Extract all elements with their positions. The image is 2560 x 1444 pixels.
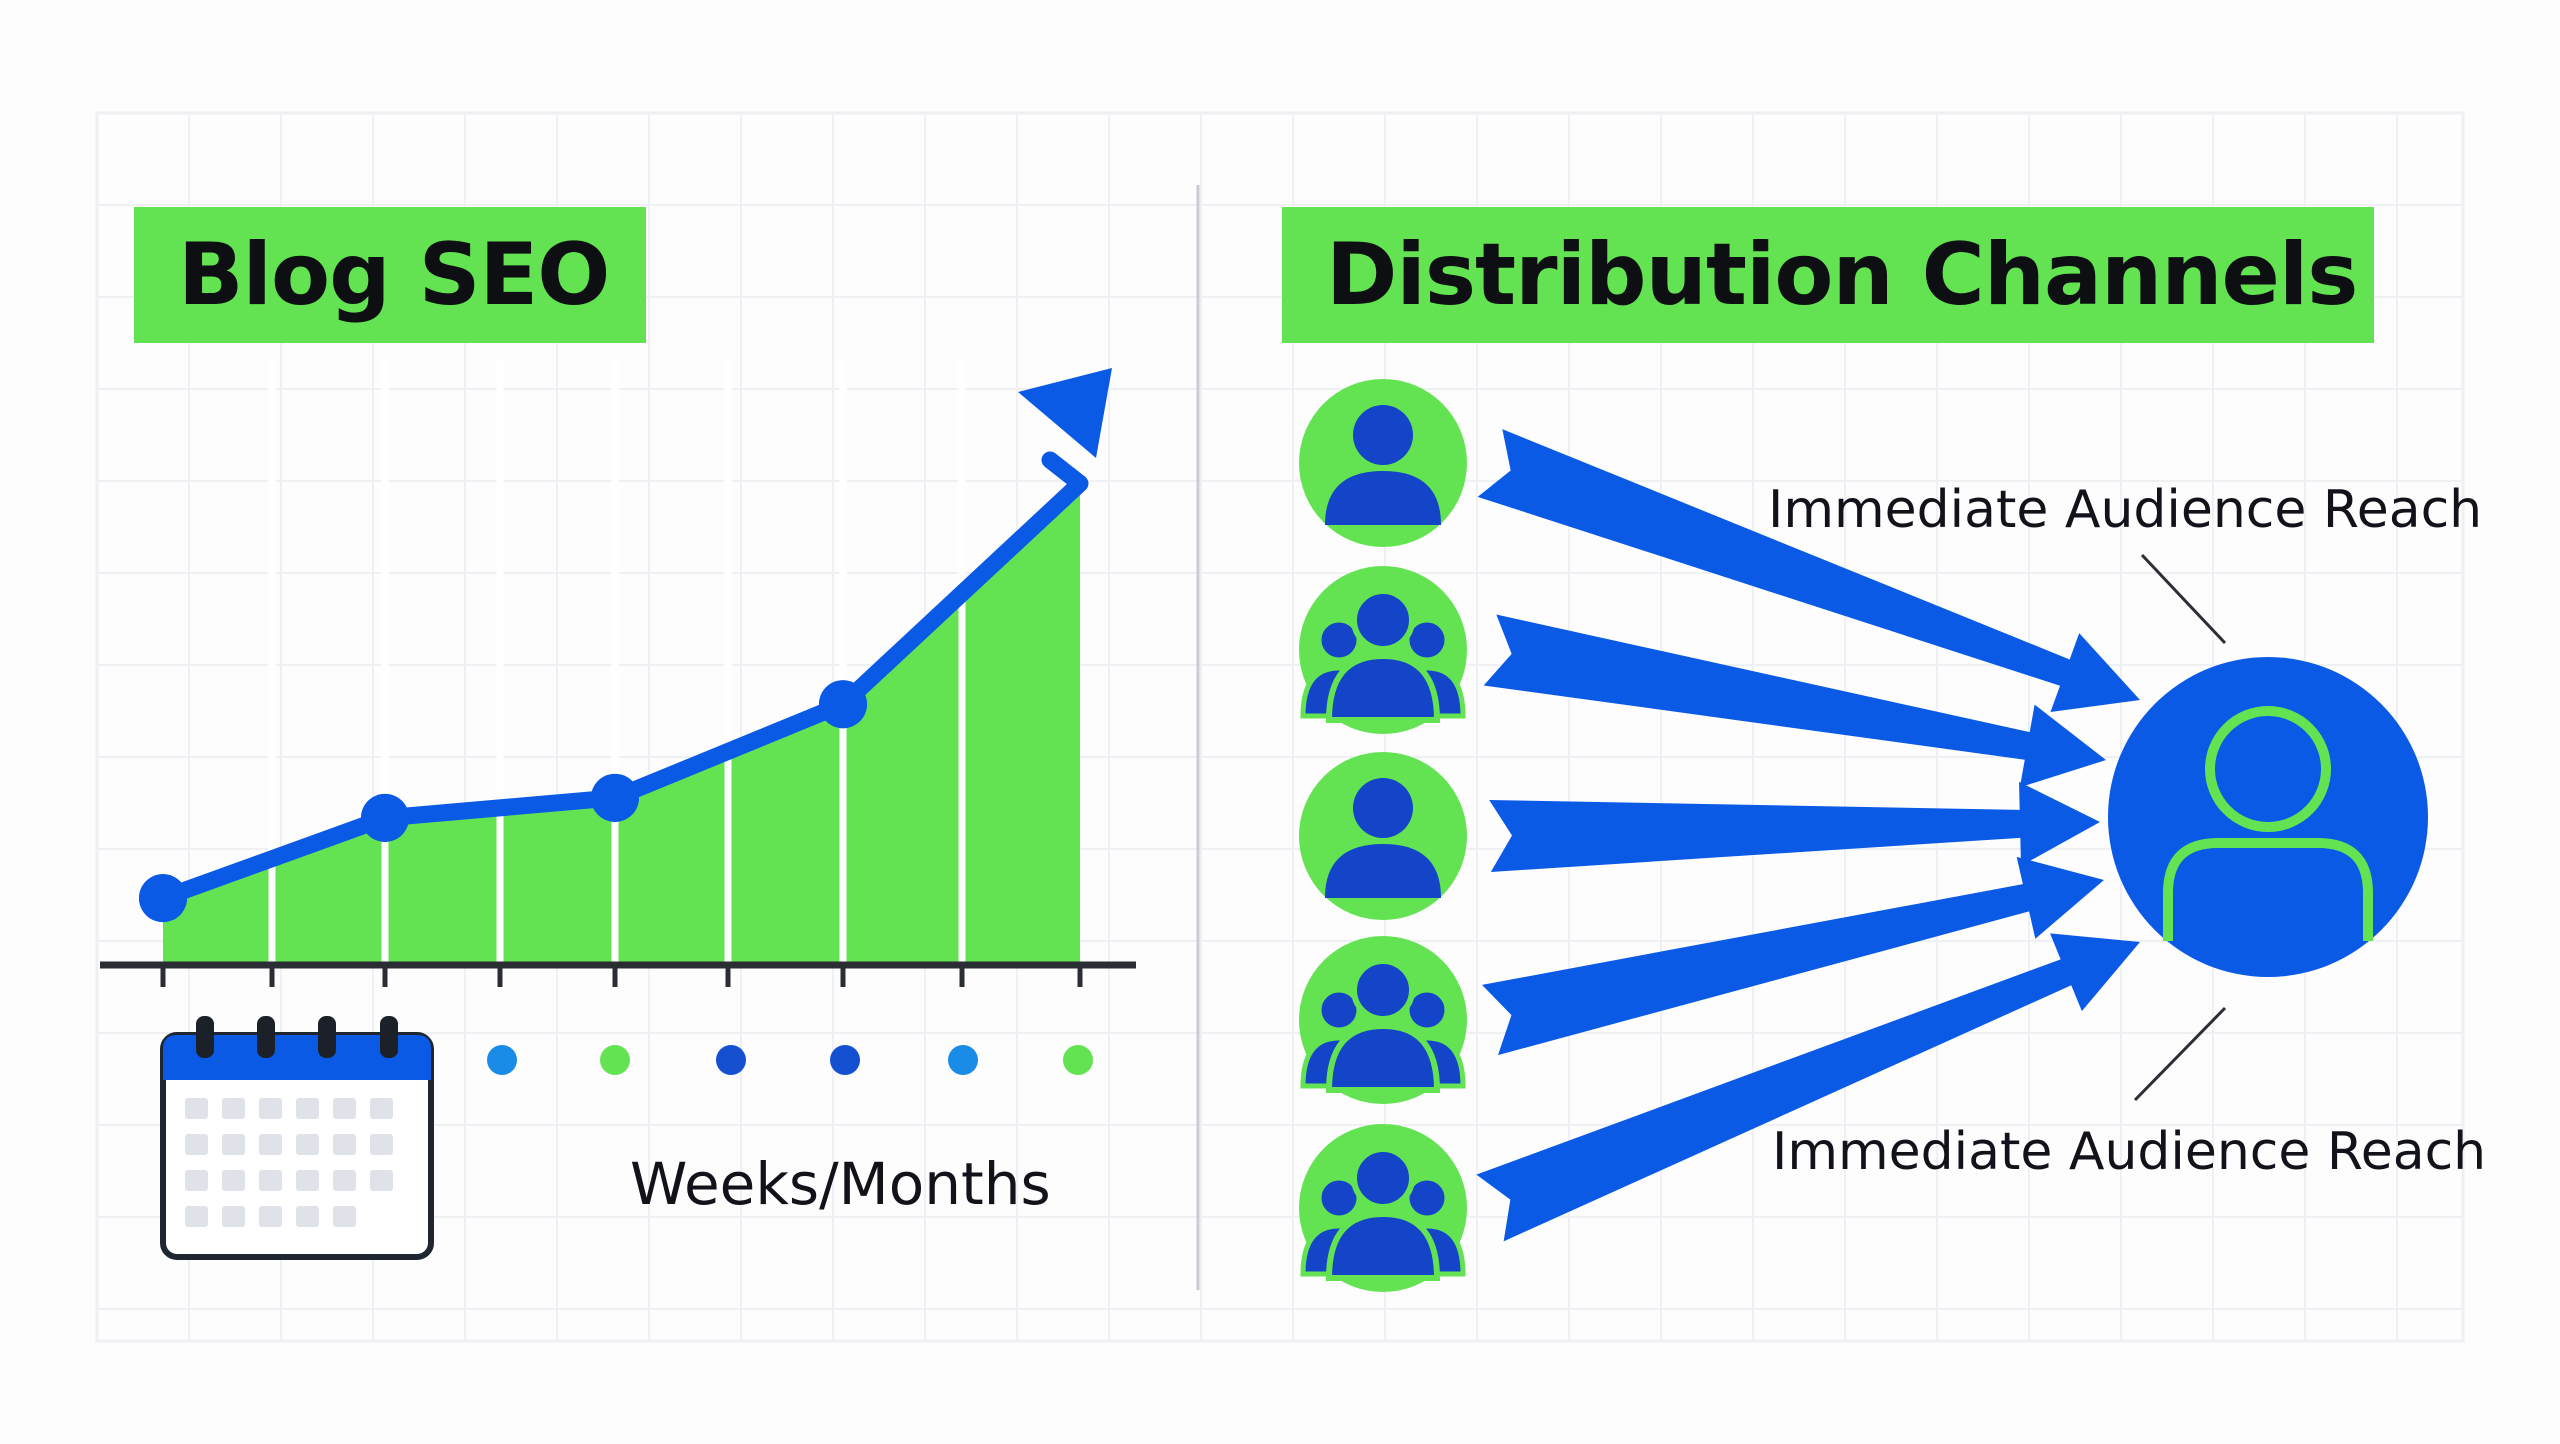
calendar-ring <box>196 1016 214 1058</box>
calendar-day <box>333 1098 356 1119</box>
calendar-day <box>222 1206 245 1227</box>
calendar-day <box>333 1206 356 1227</box>
distribution-arrows <box>1476 429 2140 1242</box>
calendar-day <box>259 1170 282 1191</box>
calendar-day <box>185 1098 208 1119</box>
time-dot <box>487 1045 517 1075</box>
trend-arrowhead <box>1018 368 1112 458</box>
calendar-ring <box>318 1016 336 1058</box>
calendar-day <box>222 1170 245 1191</box>
user-icon <box>1299 752 1467 920</box>
user-group-icon <box>1299 936 1467 1104</box>
calendar-day <box>222 1098 245 1119</box>
calendar-icon <box>160 1016 434 1260</box>
leader-line-top <box>2140 553 2227 645</box>
time-axis-label: Weeks/Months <box>630 1150 1051 1218</box>
data-point <box>361 793 409 842</box>
data-point <box>591 773 639 822</box>
calendar-day <box>222 1134 245 1155</box>
calendar-day <box>296 1134 319 1155</box>
leader-line-bottom <box>2133 1006 2227 1102</box>
calendar-header <box>163 1035 431 1080</box>
user-icon <box>1299 379 1467 547</box>
calendar-day <box>185 1170 208 1191</box>
calendar-day <box>333 1170 356 1191</box>
data-point <box>139 874 187 923</box>
trend-line <box>154 451 1089 907</box>
target-head <box>2205 706 2331 832</box>
calendar-day <box>259 1134 282 1155</box>
calendar-day <box>370 1098 393 1119</box>
calendar-day <box>296 1170 319 1191</box>
time-dot <box>716 1045 746 1075</box>
calendar-day <box>259 1098 282 1119</box>
user-group-icon <box>1299 1124 1467 1292</box>
time-dot <box>600 1045 630 1075</box>
target-circle <box>2108 657 2428 977</box>
data-point <box>819 680 867 729</box>
calendar-day <box>333 1134 356 1155</box>
calendar-day <box>296 1098 319 1119</box>
calendar-day <box>370 1170 393 1191</box>
time-dot <box>830 1045 860 1075</box>
distribution-channels-title: Distribution Channels <box>1282 207 2374 343</box>
calendar-ring <box>257 1016 275 1058</box>
calendar-day <box>185 1134 208 1155</box>
calendar-day <box>259 1206 282 1227</box>
callout-label-bottom: Immediate Audience Reach <box>1772 1122 2487 1182</box>
time-dots <box>487 1045 1093 1075</box>
seo-growth-chart <box>100 360 1136 987</box>
distribution-arrow <box>1481 856 2104 1056</box>
distribution-arrow <box>1483 614 2106 788</box>
callout-label-top: Immediate Audience Reach <box>1768 480 2483 540</box>
growth-area <box>163 483 1080 965</box>
user-group-icon <box>1299 566 1467 734</box>
calendar-day <box>185 1206 208 1227</box>
target-body <box>2163 838 2373 941</box>
audience-sources <box>1299 379 1467 1292</box>
blog-seo-title: Blog SEO <box>134 207 646 343</box>
calendar-day <box>296 1206 319 1227</box>
distribution-arrow <box>1477 429 2140 713</box>
time-dot <box>1063 1045 1093 1075</box>
callout-leader-lines <box>2133 553 2227 1102</box>
calendar-day <box>370 1134 393 1155</box>
target-user-icon <box>2108 657 2428 977</box>
distribution-arrow <box>1489 781 2100 872</box>
calendar-ring <box>380 1016 398 1058</box>
distribution-arrow <box>1476 933 2140 1242</box>
time-dot <box>948 1045 978 1075</box>
